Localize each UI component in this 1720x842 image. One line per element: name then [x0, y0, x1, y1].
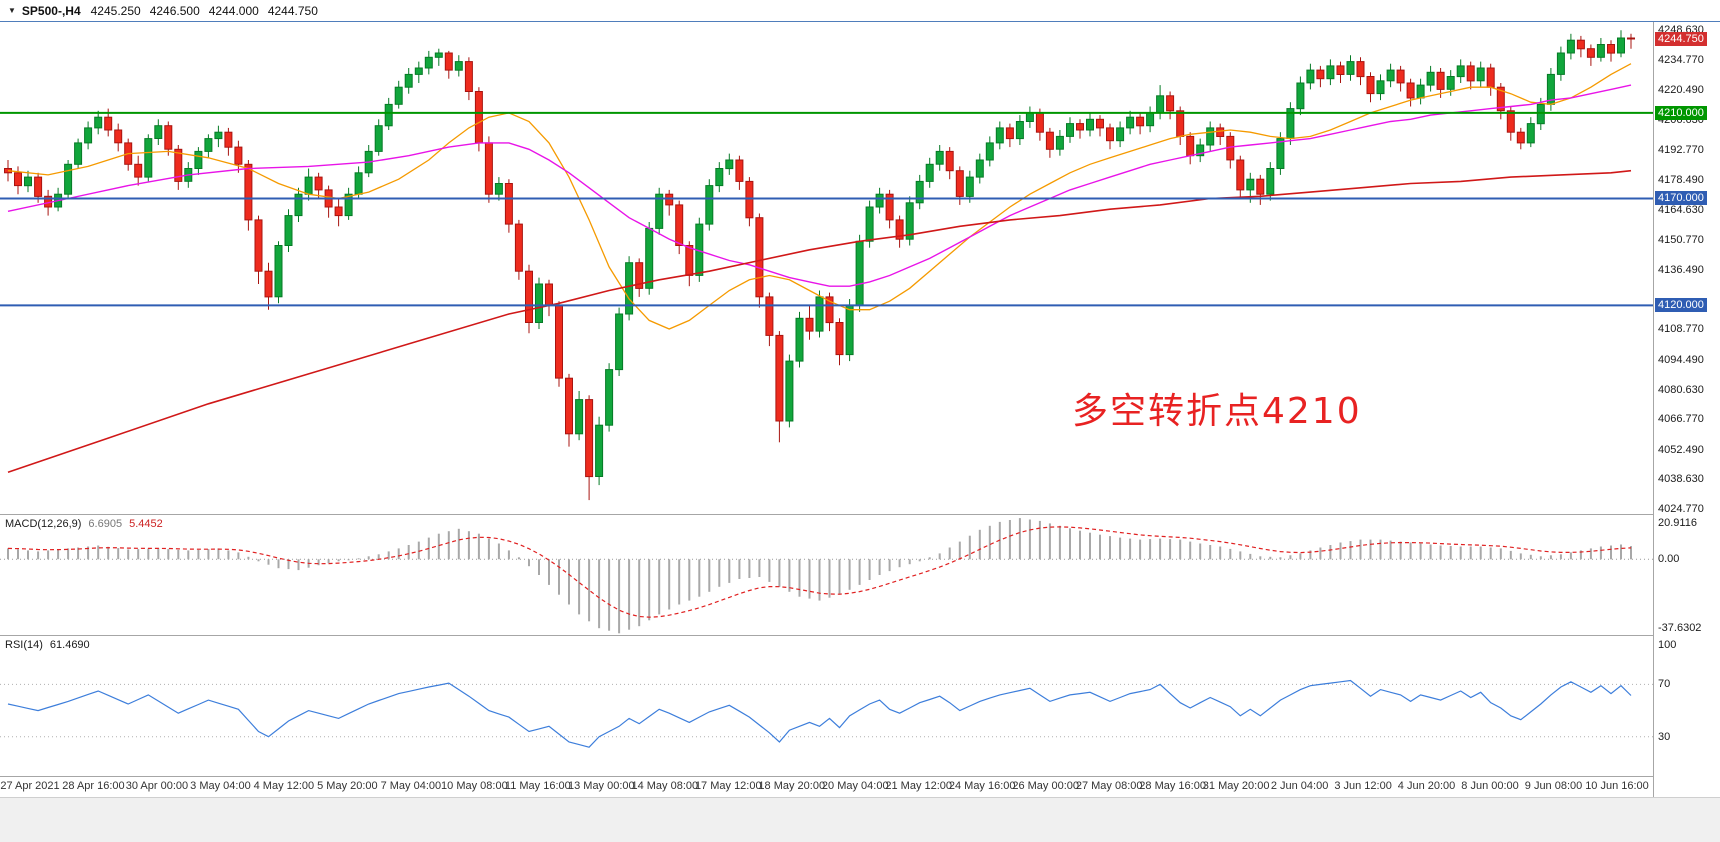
price-axis-label: 4136.490 [1658, 264, 1704, 277]
price-level-tag: 4210.000 [1655, 105, 1707, 120]
price-axis-label: 4080.630 [1658, 383, 1704, 396]
macd-axis-label: 0.00 [1658, 553, 1680, 566]
time-axis-label: 10 May 08:00 [441, 780, 508, 792]
time-axis-label: 4 Jun 20:00 [1397, 780, 1456, 792]
candlestick-chart[interactable] [0, 22, 1653, 514]
dropdown-arrow-icon[interactable]: ▼ [8, 6, 16, 15]
price-axis-label: 4038.630 [1658, 473, 1704, 486]
rsi-axis-label: 70 [1658, 678, 1671, 691]
price-axis-label: 4108.770 [1658, 323, 1704, 336]
price-axis-label: 4192.770 [1658, 143, 1704, 156]
time-axis-label: 9 Jun 08:00 [1524, 780, 1583, 792]
price-axis-label: 4094.490 [1658, 354, 1704, 366]
time-axis-label: 26 May 00:00 [1012, 780, 1079, 792]
bar-high-value: 4246.500 [149, 3, 200, 18]
time-axis-label: 28 May 16:00 [1139, 780, 1206, 792]
time-axis-label: 14 May 08:00 [631, 780, 699, 792]
time-axis[interactable]: 27 Apr 2021 28 Apr 16:00 30 Apr 00:00 3 May… [0, 778, 1653, 797]
rsi-panel[interactable]: RSI(14) 61.4690 [0, 636, 1653, 776]
price-axis-label: 4066.770 [1658, 413, 1704, 426]
time-axis-label: 5 May 20:00 [317, 780, 378, 792]
time-axis-label: 24 May 16:00 [948, 780, 1016, 792]
rsi-axis-label: 30 [1658, 730, 1671, 743]
price-axis-label: 4164.630 [1658, 203, 1704, 216]
macd-axis-label: -37.6302 [1658, 622, 1702, 634]
panel-separator[interactable] [0, 635, 1720, 636]
time-axis-label: 2 Jun 04:00 [1270, 780, 1329, 792]
macd-panel[interactable]: MACD(12,26,9) 6.6905 5.4452 [0, 515, 1653, 635]
macd-name: MACD(12,26,9) [5, 518, 82, 530]
bar-open-value: 4245.250 [90, 3, 141, 18]
time-axis-label: 11 May 16:00 [504, 780, 571, 792]
rsi-label: RSI(14) 61.4690 [5, 639, 90, 651]
time-axis-label: 18 May 20:00 [758, 780, 826, 792]
rsi-axis-label: 100 [1658, 639, 1677, 652]
price-axis-label: 4234.770 [1658, 53, 1704, 66]
time-axis-label: 28 Apr 16:00 [62, 780, 125, 792]
price-axis[interactable]: 4248.630 4234.770 4220.490 4206.630 4192.770… [1654, 22, 1720, 797]
rsi-indicator[interactable] [0, 636, 1653, 776]
symbol-timeframe-label: SP500-,H4 [21, 3, 81, 18]
price-axis-label: 4178.490 [1658, 174, 1704, 187]
bar-close-value: 4244.750 [267, 3, 318, 18]
price-axis-label: 4024.770 [1658, 503, 1704, 516]
time-axis-label: 21 May 12:00 [885, 780, 953, 792]
time-axis-label: 3 May 04:00 [190, 780, 251, 792]
price-axis-label: 4150.770 [1658, 233, 1704, 246]
panel-separator[interactable] [0, 514, 1720, 515]
symbol-info-bar: ▼ SP500-,H4 4245.250 4246.500 4244.000 4… [0, 0, 1720, 21]
time-axis-label: 3 Jun 12:00 [1334, 780, 1392, 792]
time-axis-label: 27 Apr 2021 [0, 780, 60, 792]
rsi-value: 61.4690 [49, 639, 90, 651]
axis-separator [1653, 22, 1654, 797]
price-level-tag: 4120.000 [1655, 298, 1707, 313]
price-chart-panel[interactable]: 多空转折点4210 [0, 22, 1653, 514]
macd-signal-value: 5.4452 [129, 518, 163, 530]
time-axis-label: 10 Jun 16:00 [1585, 780, 1649, 792]
bottom-strip [0, 797, 1720, 842]
time-axis-label: 4 May 12:00 [253, 780, 315, 792]
macd-axis-label: 20.9116 [1658, 517, 1697, 529]
chart-top-border [0, 21, 1720, 22]
time-axis-label: 7 May 04:00 [380, 780, 442, 792]
macd-indicator[interactable] [0, 515, 1653, 635]
time-axis-label: 31 May 20:00 [1202, 780, 1270, 792]
time-axis-label: 13 May 00:00 [567, 780, 635, 792]
time-axis-label: 20 May 04:00 [821, 780, 889, 792]
price-level-tag: 4170.000 [1655, 191, 1707, 206]
time-axis-label: 27 May 08:00 [1075, 780, 1143, 792]
price-axis-label: 4220.490 [1658, 84, 1704, 97]
bar-low-value: 4244.000 [208, 3, 259, 18]
annotation-text: 多空转折点4210 [1072, 391, 1362, 432]
price-axis-label: 4052.490 [1658, 443, 1704, 456]
panel-separator [0, 776, 1720, 777]
time-axis-label: 17 May 12:00 [694, 780, 762, 792]
macd-label: MACD(12,26,9) 6.6905 5.4452 [5, 518, 163, 530]
price-level-tag: 4244.750 [1655, 31, 1707, 46]
time-axis-label: 8 Jun 00:00 [1461, 780, 1519, 792]
time-axis-label: 30 Apr 00:00 [125, 780, 189, 792]
rsi-name: RSI(14) [5, 639, 43, 651]
macd-main-value: 6.6905 [88, 518, 123, 530]
